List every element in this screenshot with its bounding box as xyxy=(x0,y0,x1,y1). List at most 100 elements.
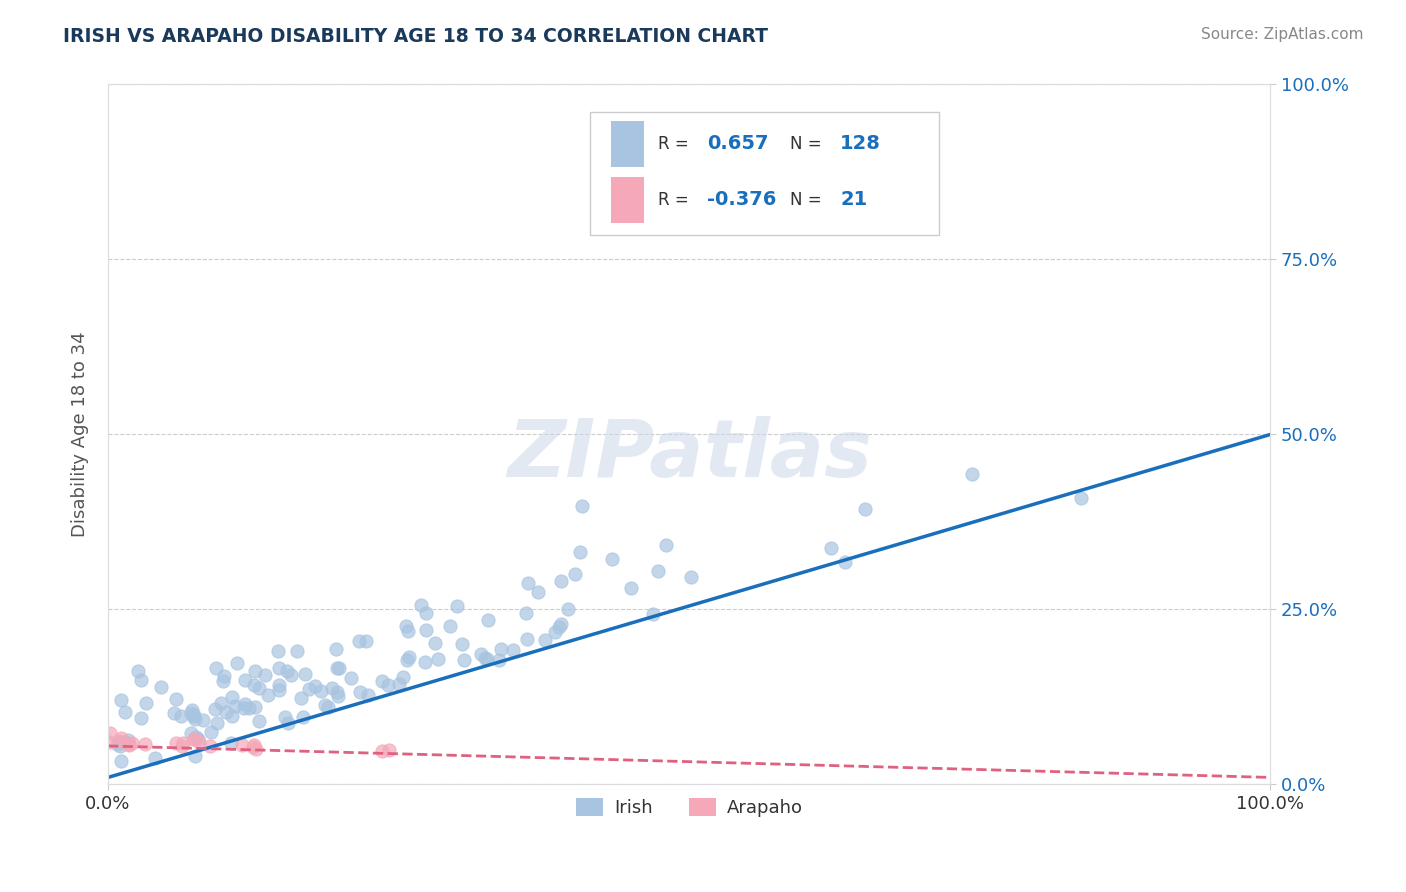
Legend: Irish, Arapaho: Irish, Arapaho xyxy=(568,790,810,824)
Point xyxy=(269,661,291,675)
Point xyxy=(620,581,643,595)
Point xyxy=(321,681,343,695)
Point xyxy=(446,599,468,614)
Point xyxy=(200,725,222,739)
Point xyxy=(215,705,238,719)
Point xyxy=(129,711,152,725)
Point xyxy=(304,679,326,693)
Point xyxy=(235,673,257,688)
Point xyxy=(165,691,187,706)
Point xyxy=(477,613,499,627)
Point xyxy=(183,732,205,747)
Point xyxy=(180,706,202,720)
Point xyxy=(377,678,399,692)
Text: ZIPatlas: ZIPatlas xyxy=(506,417,872,494)
Point xyxy=(450,637,472,651)
Point xyxy=(290,691,312,706)
Point xyxy=(163,706,186,720)
FancyBboxPatch shape xyxy=(612,121,644,167)
Text: R =: R = xyxy=(658,135,693,153)
Point xyxy=(243,700,266,714)
Point xyxy=(188,735,211,749)
Point xyxy=(204,702,226,716)
Point xyxy=(396,624,419,639)
Point xyxy=(134,737,156,751)
Point xyxy=(395,619,418,633)
Point xyxy=(267,683,290,698)
Point xyxy=(515,607,537,621)
Point xyxy=(527,585,550,599)
Point xyxy=(378,743,401,757)
Text: N =: N = xyxy=(790,135,827,153)
Point xyxy=(180,726,202,740)
Point xyxy=(107,734,129,748)
Point xyxy=(129,673,152,688)
Point xyxy=(172,736,194,750)
Point xyxy=(257,688,280,702)
Point xyxy=(681,570,703,584)
Point xyxy=(409,598,432,612)
Point xyxy=(97,735,120,749)
Point xyxy=(413,655,436,669)
Point xyxy=(415,606,437,620)
Point xyxy=(294,667,316,681)
Point xyxy=(110,693,132,707)
Point xyxy=(502,642,524,657)
Point xyxy=(316,699,339,714)
Point xyxy=(470,647,492,661)
Point xyxy=(209,696,232,710)
Point xyxy=(325,684,347,698)
Point xyxy=(354,634,377,648)
Point xyxy=(516,575,538,590)
Point xyxy=(165,735,187,749)
Text: 21: 21 xyxy=(841,190,868,210)
Point xyxy=(298,682,321,697)
Point xyxy=(121,736,143,750)
Point xyxy=(183,708,205,723)
Text: IRISH VS ARAPAHO DISABILITY AGE 18 TO 34 CORRELATION CHART: IRISH VS ARAPAHO DISABILITY AGE 18 TO 34… xyxy=(63,27,768,45)
Point xyxy=(187,732,209,747)
Text: R =: R = xyxy=(658,191,693,209)
Point xyxy=(105,738,128,752)
Point xyxy=(1070,491,1092,505)
Point xyxy=(150,680,173,694)
Point xyxy=(489,642,512,657)
Point xyxy=(267,678,290,692)
Point xyxy=(118,738,141,752)
Point xyxy=(110,739,132,753)
Point xyxy=(834,555,856,569)
Point xyxy=(370,744,392,758)
Point xyxy=(550,617,572,632)
Point xyxy=(820,541,842,556)
Point xyxy=(326,661,349,675)
Point xyxy=(191,714,214,728)
Point xyxy=(325,642,347,657)
Point xyxy=(357,688,380,702)
Point xyxy=(114,735,136,749)
Point xyxy=(184,730,207,744)
Point xyxy=(224,699,246,714)
Point xyxy=(328,661,350,675)
Point xyxy=(547,620,569,634)
Point xyxy=(245,742,267,756)
Text: Source: ZipAtlas.com: Source: ZipAtlas.com xyxy=(1201,27,1364,42)
Point xyxy=(426,652,449,666)
Point xyxy=(205,661,228,675)
Point xyxy=(453,653,475,667)
Text: 128: 128 xyxy=(841,135,882,153)
Point xyxy=(238,700,260,714)
Point xyxy=(423,635,446,649)
Point xyxy=(221,690,243,704)
Point xyxy=(110,754,132,768)
Point xyxy=(233,700,256,714)
Point xyxy=(114,705,136,719)
Point xyxy=(962,467,984,481)
Point xyxy=(212,673,235,688)
Point xyxy=(488,653,510,667)
Point xyxy=(398,650,420,665)
Point xyxy=(242,740,264,755)
Point xyxy=(309,684,332,698)
Point xyxy=(184,712,207,726)
Point xyxy=(110,731,132,745)
Point xyxy=(544,624,567,639)
